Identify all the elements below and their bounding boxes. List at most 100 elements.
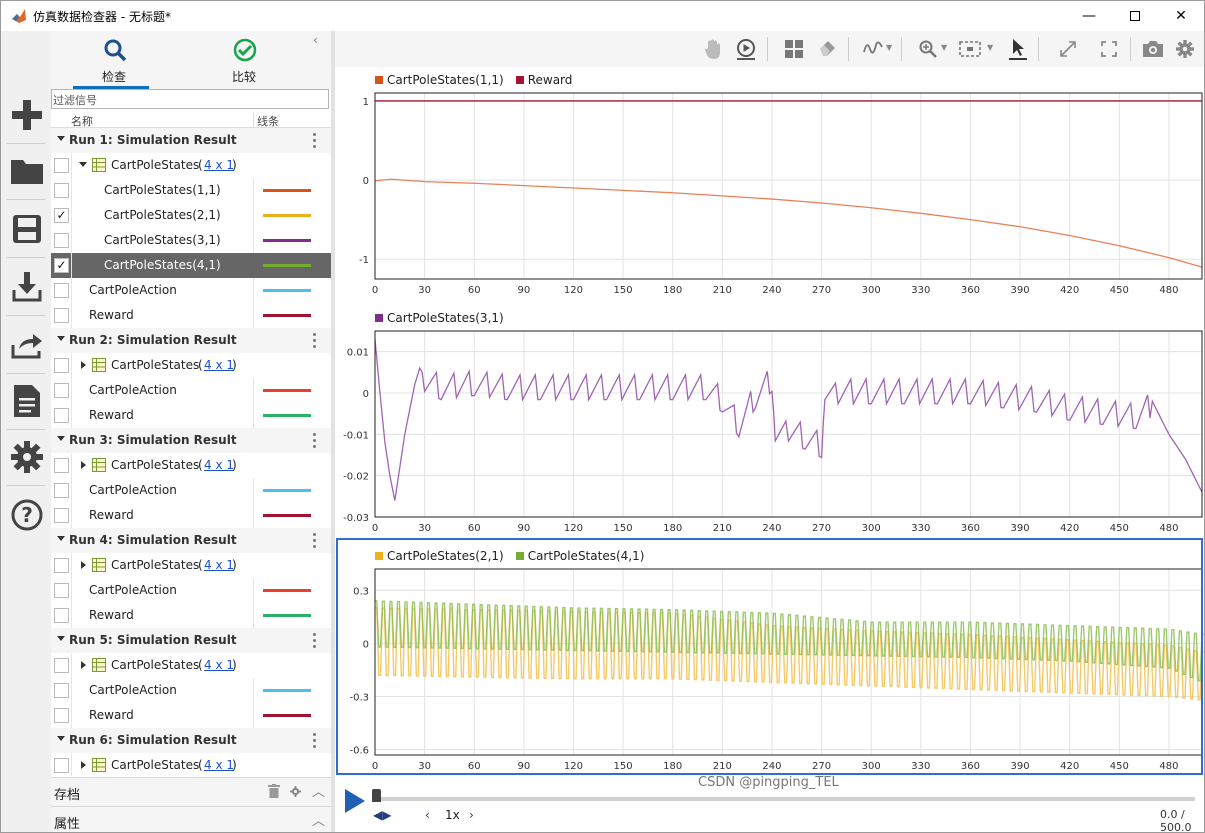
line-style-swatch[interactable]	[263, 314, 311, 317]
visualization-button[interactable]	[861, 37, 885, 61]
archive-section[interactable]: 存档 ︿	[51, 777, 331, 805]
group-dims-link[interactable]: 4 x 1	[204, 158, 234, 172]
tab-inspect[interactable]: 检查	[66, 31, 162, 89]
layout-button[interactable]	[782, 37, 806, 61]
signal-checkbox[interactable]	[54, 383, 69, 398]
group-checkbox[interactable]	[54, 758, 69, 773]
fit-dropdown-icon[interactable]: ▼	[987, 43, 994, 52]
import-button[interactable]	[9, 269, 45, 305]
line-style-swatch[interactable]	[263, 389, 311, 392]
signal-group-row[interactable]: CartPoleStates(4 x 1)	[51, 553, 331, 578]
line-style-swatch[interactable]	[263, 614, 311, 617]
group-dims-link[interactable]: 4 x 1	[204, 658, 234, 672]
group-dims-link[interactable]: 4 x 1	[204, 358, 234, 372]
signal-row[interactable]: Reward	[51, 703, 331, 728]
signal-checkbox[interactable]: ✓	[54, 208, 69, 223]
chevron-right-icon[interactable]	[81, 461, 86, 469]
line-style-swatch[interactable]	[263, 514, 311, 517]
signal-checkbox[interactable]	[54, 583, 69, 598]
chevron-right-icon[interactable]	[81, 761, 86, 769]
save-button[interactable]	[9, 211, 45, 247]
run-row[interactable]: Run 6: Simulation Result	[51, 728, 331, 753]
signal-checkbox[interactable]	[54, 408, 69, 423]
settings-button[interactable]	[1173, 37, 1197, 61]
run-row[interactable]: Run 4: Simulation Result	[51, 528, 331, 553]
play-icon[interactable]	[345, 789, 365, 813]
run-row[interactable]: Run 2: Simulation Result	[51, 328, 331, 353]
minimize-button[interactable]: —	[1066, 1, 1112, 31]
signal-row[interactable]: CartPoleAction	[51, 378, 331, 403]
run-menu-icon[interactable]	[313, 633, 317, 649]
panel-splitter[interactable]	[331, 31, 335, 832]
group-checkbox[interactable]	[54, 558, 69, 573]
signal-row[interactable]: Reward	[51, 503, 331, 528]
run-row[interactable]: Run 3: Simulation Result	[51, 428, 331, 453]
run-expand-icon[interactable]	[57, 636, 65, 641]
collapse-panel-icon[interactable]: ‹	[313, 33, 318, 47]
line-style-swatch[interactable]	[263, 264, 311, 267]
signal-row[interactable]: CartPoleAction	[51, 678, 331, 703]
export-button[interactable]	[9, 327, 45, 363]
signal-group-row[interactable]: CartPoleStates(4 x 1)	[51, 653, 331, 678]
chevron-down-icon[interactable]	[79, 162, 87, 167]
signal-checkbox[interactable]	[54, 708, 69, 723]
signal-row[interactable]: Reward	[51, 303, 331, 328]
zoom-button[interactable]	[916, 37, 940, 61]
signal-row[interactable]: CartPoleStates(1,1)	[51, 178, 331, 203]
run-expand-icon[interactable]	[57, 336, 65, 341]
chevron-right-icon[interactable]	[81, 661, 86, 669]
plot3-axes[interactable]: 0 30 60 90 120 150 180 210 240 270 300 330 360 390 420…	[335, 563, 1205, 775]
line-style-swatch[interactable]	[263, 189, 311, 192]
archive-gear-icon[interactable]	[290, 786, 301, 797]
signal-checkbox[interactable]	[54, 508, 69, 523]
signal-checkbox[interactable]	[54, 308, 69, 323]
signal-checkbox[interactable]	[54, 608, 69, 623]
line-style-swatch[interactable]	[263, 589, 311, 592]
signal-row[interactable]: CartPoleStates(3,1)	[51, 228, 331, 253]
tab-compare[interactable]: 比较	[196, 31, 292, 89]
pan-button[interactable]	[701, 37, 725, 61]
fullscreen-button[interactable]	[1097, 37, 1121, 61]
signal-row[interactable]: ✓ CartPoleStates(4,1)	[51, 253, 331, 278]
signal-checkbox[interactable]: ✓	[54, 258, 69, 273]
trash-icon[interactable]	[268, 784, 280, 798]
signal-group-row[interactable]: CartPoleStates(4 x 1)	[51, 153, 331, 178]
run-expand-icon[interactable]	[57, 136, 65, 141]
chevron-right-icon[interactable]	[81, 361, 86, 369]
replay-button[interactable]	[734, 37, 758, 61]
signal-group-row[interactable]: CartPoleStates(4 x 1)	[51, 353, 331, 378]
group-checkbox[interactable]	[54, 658, 69, 673]
clear-button[interactable]	[815, 37, 839, 61]
signal-checkbox[interactable]	[54, 683, 69, 698]
signal-row[interactable]: CartPoleAction	[51, 278, 331, 303]
run-menu-icon[interactable]	[313, 133, 317, 149]
cursor-button[interactable]	[1006, 37, 1030, 61]
line-style-swatch[interactable]	[263, 689, 311, 692]
signal-row[interactable]: Reward	[51, 403, 331, 428]
run-menu-icon[interactable]	[313, 333, 317, 349]
slower-chevron-icon[interactable]: ‹	[425, 808, 430, 822]
fit-to-view-button[interactable]	[958, 37, 982, 61]
line-style-swatch[interactable]	[263, 414, 311, 417]
signal-checkbox[interactable]	[54, 233, 69, 248]
group-checkbox[interactable]	[54, 358, 69, 373]
signal-row[interactable]: CartPoleAction	[51, 578, 331, 603]
line-style-swatch[interactable]	[263, 239, 311, 242]
signal-checkbox[interactable]	[54, 483, 69, 498]
line-style-swatch[interactable]	[263, 714, 311, 717]
group-dims-link[interactable]: 4 x 1	[204, 558, 234, 572]
plot2-axes[interactable]: 0 30 60 90 120 150 180 210 240 270 300 330 360 390 420…	[335, 325, 1205, 537]
preferences-button[interactable]	[9, 439, 45, 475]
report-button[interactable]	[9, 383, 45, 419]
chevron-right-icon[interactable]	[81, 561, 86, 569]
new-button[interactable]	[9, 97, 45, 133]
run-row[interactable]: Run 1: Simulation Result	[51, 128, 331, 153]
group-checkbox[interactable]	[54, 458, 69, 473]
step-back-forward-icon[interactable]: ◀▶	[373, 808, 392, 822]
archive-chevron-up-icon[interactable]: ︿	[312, 785, 326, 800]
signal-group-row[interactable]: CartPoleStates(4 x 1)	[51, 453, 331, 478]
visualization-dropdown-icon[interactable]: ▼	[886, 43, 893, 52]
run-menu-icon[interactable]	[313, 533, 317, 549]
group-checkbox[interactable]	[54, 158, 69, 173]
expand-button[interactable]	[1056, 37, 1080, 61]
